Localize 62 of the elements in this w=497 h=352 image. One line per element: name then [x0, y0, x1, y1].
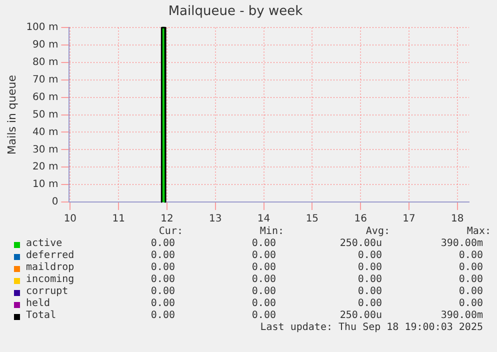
text: 250.00u	[340, 238, 382, 249]
text: Min:	[260, 226, 284, 237]
legend-label: maildrop	[26, 262, 74, 273]
text: 0.00	[458, 286, 483, 297]
text: 0.00	[358, 298, 382, 309]
legend-label: corrupt	[26, 286, 68, 297]
text: 0.00	[150, 250, 175, 261]
legend-label: held	[26, 298, 50, 309]
x-tick-label: 18	[451, 214, 464, 225]
text: 0.00	[252, 262, 276, 273]
x-tick-label: 17	[402, 214, 416, 225]
text: 250.00u	[340, 310, 382, 321]
text: 0.00	[252, 298, 276, 309]
text: 0.00	[458, 298, 483, 309]
y-tick-label: 40 m	[32, 126, 58, 138]
text: 390.00m	[440, 310, 483, 321]
x-tick-label: 13	[209, 214, 222, 225]
x-tick-label: 16	[354, 214, 367, 225]
text: 0.00	[458, 262, 483, 273]
text: 0.00	[252, 310, 276, 321]
text: 0.00	[150, 310, 175, 321]
text: 0.00	[252, 274, 276, 285]
y-tick-label: 10 m	[32, 179, 58, 190]
y-tick-label: 100 m	[26, 22, 58, 34]
text: Avg:	[366, 226, 390, 237]
text: 0.00	[458, 250, 483, 261]
x-tick-label: 14	[257, 214, 270, 225]
y-tick-label: 90 m	[32, 40, 58, 51]
text: 0.00	[150, 298, 175, 309]
y-tick-label: 70 m	[32, 74, 58, 86]
text: Cur:	[158, 226, 183, 237]
y-axis-title: Mails in queue	[5, 74, 18, 155]
x-tick-label: 15	[306, 214, 319, 225]
y-tick-label: 0	[52, 196, 58, 208]
text: 0.00	[252, 238, 276, 249]
y-tick-label: 80 m	[32, 57, 58, 68]
legend-label: deferred	[26, 250, 74, 261]
y-tick-label: 60 m	[32, 92, 58, 103]
text: 390.00m	[440, 238, 483, 249]
x-tick-label: 10	[64, 214, 77, 225]
x-tick-label: 11	[112, 214, 125, 225]
text: Max:	[466, 226, 491, 237]
text: 0.00	[150, 238, 175, 249]
text: 0.00	[358, 286, 382, 297]
chart-title: Mailqueue - by week	[168, 4, 304, 20]
text: Last update: Thu Sep 18 19:00:03 2025	[260, 322, 483, 333]
text: 0.00	[150, 274, 175, 285]
text: 0.00	[358, 274, 382, 285]
x-tick-label: 12	[160, 214, 174, 225]
y-tick-label: 50 m	[32, 109, 58, 120]
text: 0.00	[150, 262, 175, 273]
y-tick-label: 30 m	[32, 144, 58, 156]
text: 0.00	[458, 274, 483, 285]
text: 0.00	[150, 286, 175, 297]
text: 0.00	[252, 250, 276, 261]
text: 0.00	[252, 286, 276, 297]
legend-label: incoming	[26, 274, 74, 285]
text: 0.00	[358, 262, 382, 273]
y-tick-label: 20 m	[32, 162, 58, 173]
legend-label: active	[26, 238, 62, 249]
legend-label: Total	[26, 310, 56, 321]
text: 0.00	[358, 250, 382, 261]
